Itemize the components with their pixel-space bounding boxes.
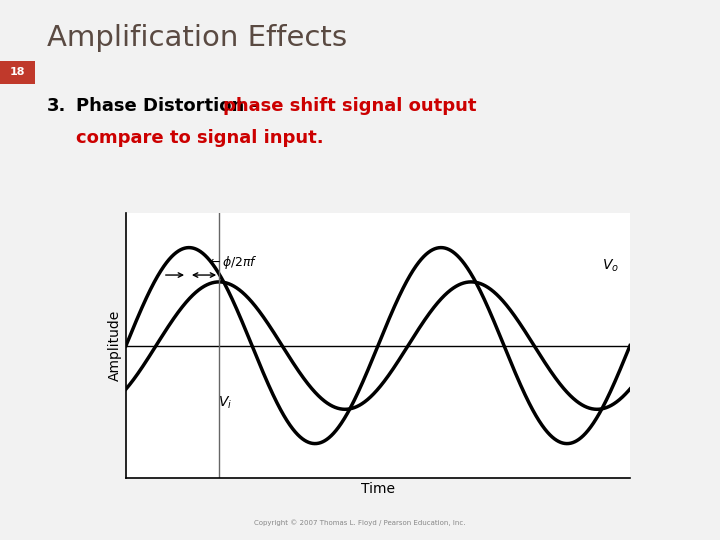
Text: Phase Distortion –: Phase Distortion – (76, 97, 266, 115)
Text: $\leftarrow \phi/2\pi f$: $\leftarrow \phi/2\pi f$ (207, 254, 258, 271)
FancyBboxPatch shape (0, 61, 35, 84)
Text: 3.: 3. (47, 97, 66, 115)
Text: compare to signal input.: compare to signal input. (76, 129, 323, 146)
Y-axis label: Amplitude: Amplitude (108, 310, 122, 381)
Text: $V_o$: $V_o$ (602, 257, 619, 274)
Text: Amplification Effects: Amplification Effects (47, 24, 347, 52)
X-axis label: Time: Time (361, 482, 395, 496)
Text: Copyright © 2007 Thomas L. Floyd / Pearson Education, Inc.: Copyright © 2007 Thomas L. Floyd / Pears… (254, 520, 466, 526)
Text: 18: 18 (9, 68, 25, 77)
Text: $V_i$: $V_i$ (218, 394, 233, 411)
Text: phase shift signal output: phase shift signal output (223, 97, 477, 115)
